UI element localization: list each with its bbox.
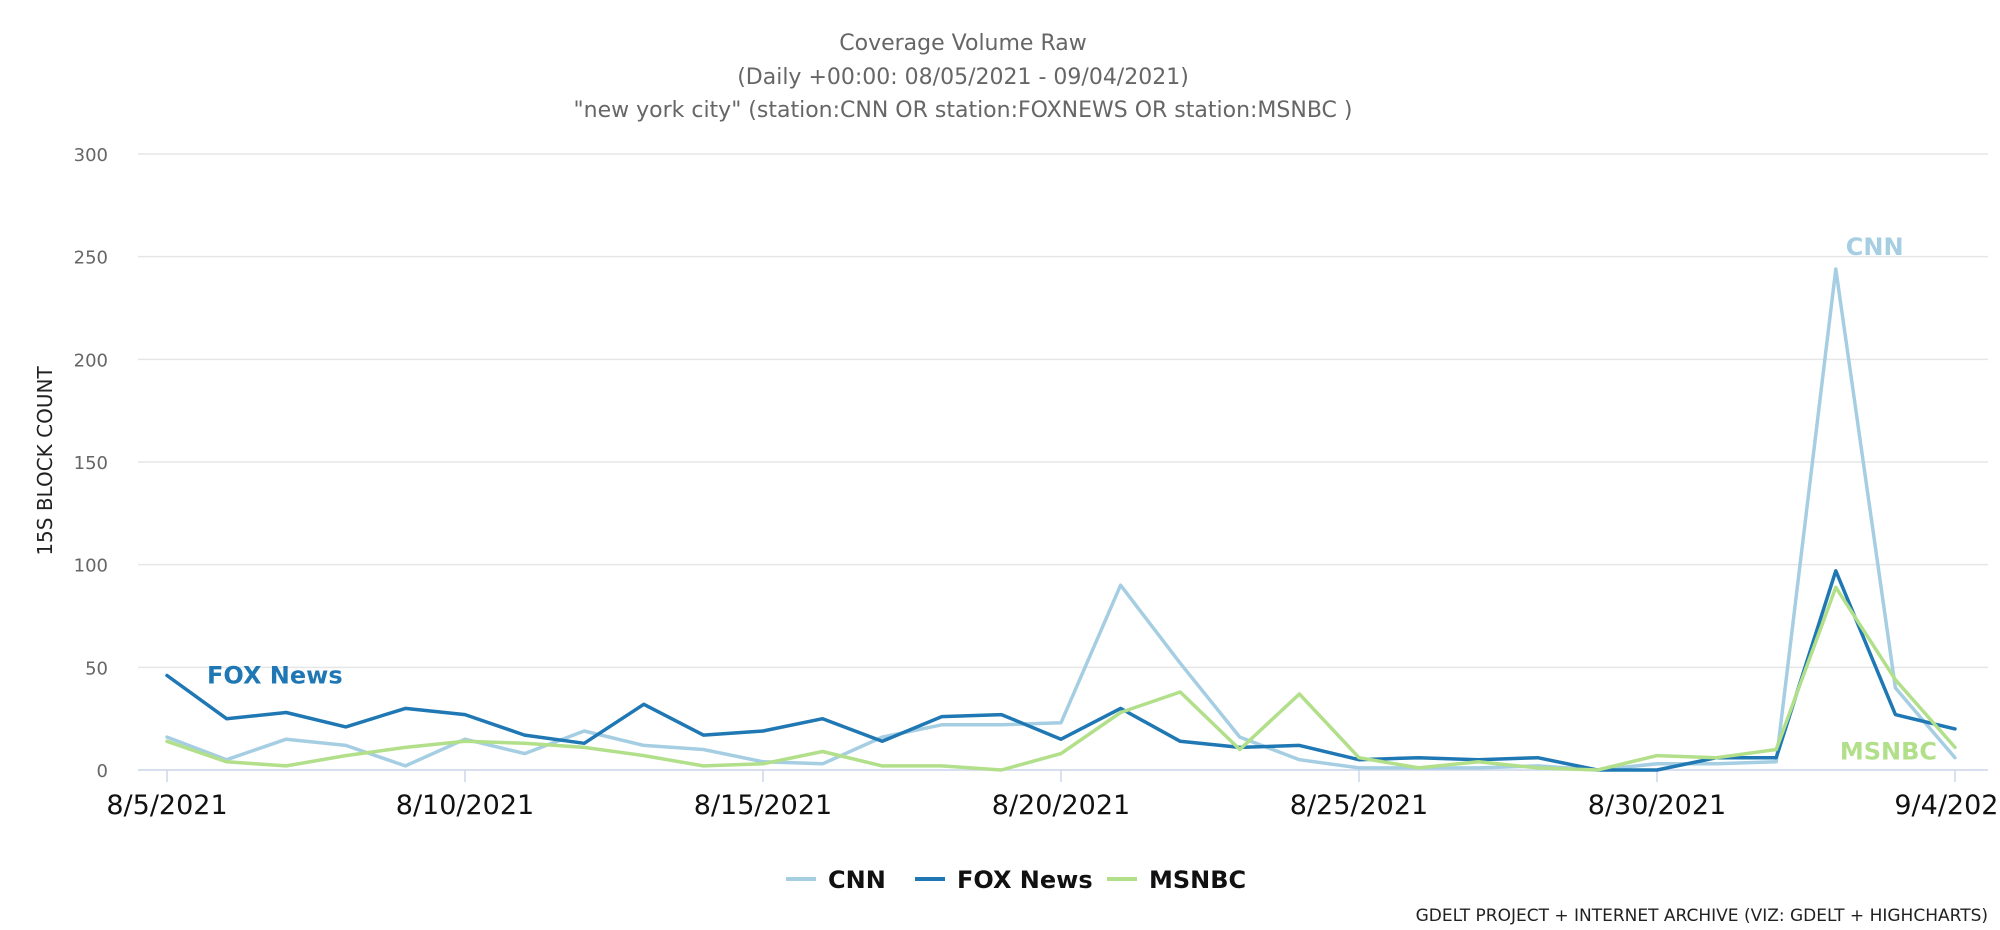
chart-title: Coverage Volume Raw bbox=[839, 31, 1087, 56]
y-tick-label-200: 200 bbox=[74, 350, 108, 371]
legend-item-msnbc[interactable]: MSNBC bbox=[1107, 866, 1246, 894]
legend-label-msnbc: MSNBC bbox=[1149, 866, 1246, 894]
y-tick-label-50: 50 bbox=[85, 658, 108, 679]
series-label-fox-news: FOX News bbox=[207, 662, 343, 690]
legend-label-fox-news: FOX News bbox=[957, 866, 1093, 894]
chart-subtitle-query: "new york city" (station:CNN OR station:… bbox=[574, 98, 1353, 123]
x-tick-label: 8/5/2021 bbox=[106, 790, 227, 821]
legend-label-cnn: CNN bbox=[828, 866, 886, 894]
chart-credit: GDELT PROJECT + INTERNET ARCHIVE (VIZ: G… bbox=[1416, 906, 1988, 926]
x-tick-label: 8/20/2021 bbox=[992, 790, 1130, 821]
x-tick-label: 8/15/2021 bbox=[694, 790, 832, 821]
x-tick-label: 8/10/2021 bbox=[396, 790, 534, 821]
grid-lines bbox=[138, 153, 1988, 669]
y-axis-label: 15S BLOCK COUNT bbox=[33, 366, 57, 556]
y-tick-label-0: 0 bbox=[97, 761, 108, 782]
series-line-fox-news bbox=[165, 569, 1957, 772]
x-tick-label: 8/25/2021 bbox=[1290, 790, 1428, 821]
y-tick-label-300: 300 bbox=[74, 145, 108, 166]
series-labels: CNN FOX News MSNBC bbox=[207, 233, 1937, 765]
y-tick-label-100: 100 bbox=[74, 556, 108, 577]
legend-item-fox-news[interactable]: FOX News bbox=[915, 866, 1093, 894]
series-lines bbox=[165, 267, 1957, 772]
series-label-cnn: CNN bbox=[1846, 233, 1904, 261]
chart-subtitle-range: (Daily +00:00: 08/05/2021 - 09/04/2021) bbox=[737, 65, 1189, 90]
series-line-msnbc bbox=[165, 585, 1957, 772]
x-tick-label: 8/30/2021 bbox=[1588, 790, 1726, 821]
legend-item-cnn[interactable]: CNN bbox=[786, 866, 886, 894]
x-axis: 8/5/2021 8/10/2021 8/15/2021 8/20/2021 8/25/… bbox=[106, 769, 2000, 821]
legend[interactable]: CNN FOX News MSNBC bbox=[786, 866, 1246, 894]
y-axis-ticks: 0 50 100 150 200 250 300 bbox=[74, 145, 108, 782]
x-tick-label: 9/4/2021 bbox=[1894, 790, 2000, 821]
series-label-msnbc: MSNBC bbox=[1840, 737, 1937, 765]
series-line-cnn bbox=[165, 267, 1957, 772]
y-tick-label-250: 250 bbox=[74, 248, 108, 269]
y-tick-label-150: 150 bbox=[74, 453, 108, 474]
